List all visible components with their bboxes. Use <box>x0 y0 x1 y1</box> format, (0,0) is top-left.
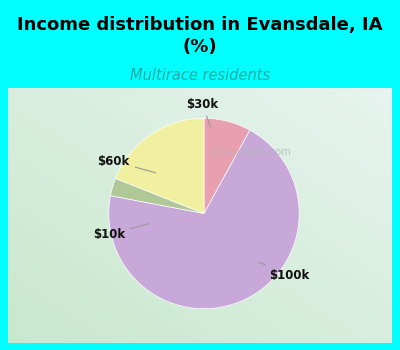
Wedge shape <box>109 130 299 309</box>
Wedge shape <box>204 118 250 214</box>
Wedge shape <box>116 118 204 214</box>
Text: ⓘ City-Data.com: ⓘ City-Data.com <box>212 147 291 156</box>
Text: $30k: $30k <box>186 98 218 127</box>
Text: $100k: $100k <box>259 262 310 282</box>
Text: Income distribution in Evansdale, IA
(%): Income distribution in Evansdale, IA (%) <box>17 16 383 56</box>
Wedge shape <box>110 178 204 214</box>
Text: Multirace residents: Multirace residents <box>130 68 270 83</box>
Text: $60k: $60k <box>98 155 156 173</box>
Text: $10k: $10k <box>93 224 149 241</box>
